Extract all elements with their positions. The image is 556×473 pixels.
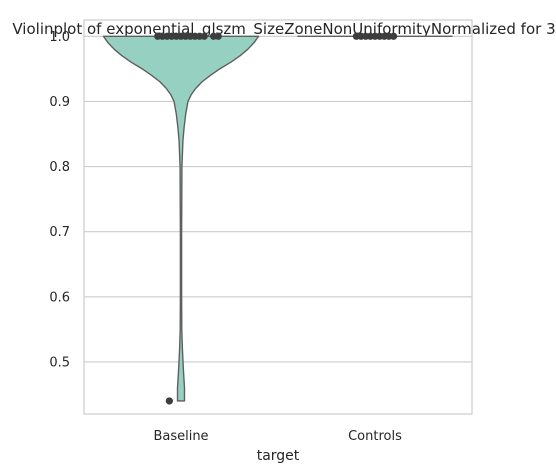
violin-baseline [102,35,260,402]
data-point [165,397,173,405]
y-tick-label: 0.9 [49,95,70,110]
violins [102,35,453,402]
plot-frame [83,19,473,415]
gridlines [84,35,472,363]
x-axis-label: target [257,448,300,464]
data-points [154,32,398,405]
y-tick-label: 0.5 [49,355,70,370]
y-tick-label: 0.6 [49,290,70,305]
y-tick-label: 0.7 [49,225,70,240]
y-tick-label: 1.0 [49,30,70,45]
data-point [214,32,222,40]
chart-title: Violinplot of exponential_glszm_SizeZone… [12,20,555,39]
x-tick-label: Baseline [153,429,208,444]
y-tick-labels: 0.5 0.6 0.7 0.8 0.9 1.0 [49,30,70,371]
y-tick-label: 0.8 [49,160,70,175]
x-tick-label: Controls [348,429,402,444]
x-tick-labels: Baseline Controls [153,429,402,444]
data-point [200,32,208,40]
data-point [390,32,398,40]
